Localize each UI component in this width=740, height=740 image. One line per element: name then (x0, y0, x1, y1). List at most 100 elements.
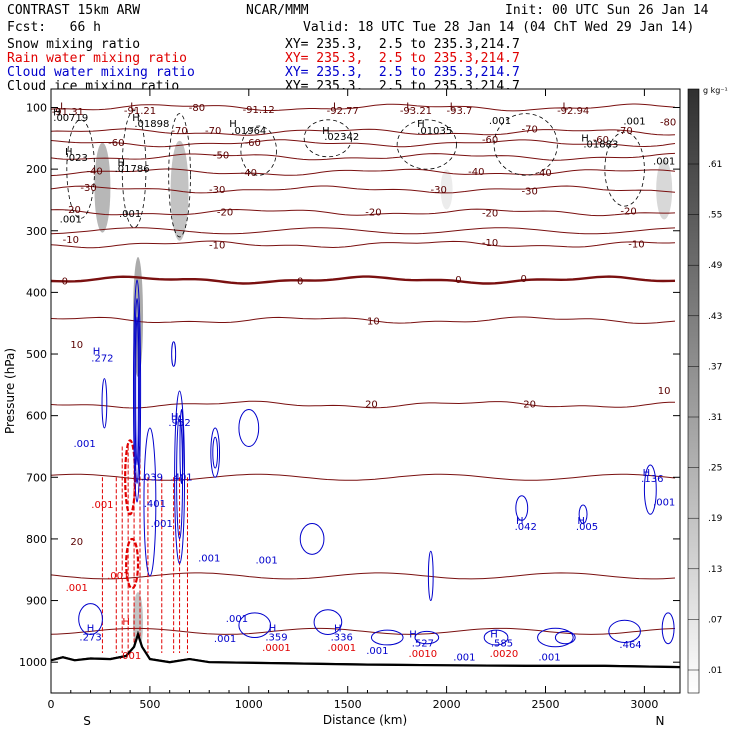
minimum-label: L (130, 101, 136, 112)
cloud-water-label: .272 (91, 353, 113, 364)
snow-label: .01786 (115, 164, 150, 175)
temperature-label: 10 (367, 316, 380, 327)
temperature-contour (51, 128, 676, 136)
temperature-label: -20 (65, 205, 81, 216)
x-tick-label: 500 (139, 698, 160, 711)
cloud-water-label: H (269, 623, 277, 634)
minimum-label: -93.21 (400, 106, 432, 117)
snow-shading (133, 592, 144, 653)
cloud-water-label: .273 (79, 633, 101, 644)
temperature-contour (51, 316, 676, 324)
temperature-label: 0 (521, 274, 527, 285)
temperature-label: -60 (593, 135, 609, 146)
cloud-water-label: H (643, 468, 651, 479)
cloud-water-label: .136 (641, 474, 663, 485)
x-axis-label: Distance (km) (323, 713, 407, 727)
temperature-contour (51, 152, 676, 161)
temperature-contour (51, 103, 676, 112)
colorbar-level-label: .19 (708, 514, 723, 524)
cloud-water-label: .401 (170, 472, 192, 483)
colorbar-unit: g kg⁻¹ (703, 86, 728, 95)
cloud-water-contour (537, 627, 574, 648)
cloud-water-label: .359 (265, 633, 287, 644)
colorbar-level-label: .07 (708, 615, 722, 625)
x-tick-label: 2500 (531, 698, 559, 711)
cloud-water-label: .527 (412, 639, 434, 650)
forecast-hour: Fcst: 66 h (7, 20, 101, 35)
snow-label: .001 (489, 116, 511, 127)
valid-time: Valid: 18 UTC Tue 28 Jan 14 (04 ChT Wed … (303, 20, 695, 35)
cloud-water-label: .001 (366, 646, 388, 657)
y-tick-label: 500 (26, 348, 47, 361)
rain-label: .0020 (490, 649, 519, 660)
colorbar-level-label: .49 (708, 261, 723, 271)
cloud-water-label: .039 (141, 472, 163, 483)
cloud-water-label: H (87, 623, 95, 634)
cloud-water-contour (174, 390, 186, 565)
cloud-water-contour (238, 612, 272, 639)
minimum-label: -91.21 (124, 106, 156, 117)
snow-contour (66, 119, 95, 219)
plot-frame (50, 88, 681, 694)
minimum-label: L (450, 101, 456, 112)
temperature-contour (51, 168, 676, 177)
terrain-outline (51, 630, 680, 669)
temperature-label: 0 (62, 276, 68, 287)
y-tick-label: 600 (26, 410, 47, 423)
field-snow-name: Snow mixing ratio (7, 37, 141, 52)
field-rain-xy: XY= 235.3, 2.5 to 235.3,214.7 (285, 51, 520, 66)
snow-label: .001 (60, 215, 82, 226)
rain-core (125, 537, 140, 590)
cloud-water-contour (313, 609, 343, 635)
temperature-label: 20 (70, 537, 83, 548)
snow-contour (240, 125, 277, 176)
minimum-label: -93.7 (447, 106, 473, 117)
cloud-water-label: H (516, 516, 524, 527)
snow-label: .001 (119, 209, 141, 220)
temperature-label: -40 (86, 167, 102, 178)
rain-label: .0001 (262, 643, 291, 654)
colorbar-level-label: .31 (708, 413, 722, 423)
snow-shading (440, 169, 453, 210)
cloud-water-label: .042 (515, 522, 537, 533)
colorbar-ramp (687, 88, 700, 694)
snow-label: .01964 (231, 126, 266, 137)
snow-label: .01883 (583, 139, 618, 150)
minimum-label: -91.12 (243, 105, 275, 116)
cloud-water-label: H (334, 623, 342, 634)
temperature-label: -10 (63, 235, 79, 246)
cloud-water-label: .001 (538, 652, 560, 663)
init-time: Init: 00 UTC Sun 26 Jan 14 (505, 3, 709, 18)
cloud-water-label: .001 (73, 439, 95, 450)
cloud-water-contour (299, 523, 325, 555)
cloud-water-label: .001 (226, 614, 248, 625)
temperature-label: -20 (620, 207, 636, 218)
cloud-water-label: .001 (151, 519, 173, 530)
cloud-water-contour (515, 495, 529, 521)
x-end-label-north: N (656, 714, 665, 728)
cloud-water-label: .001 (653, 498, 675, 509)
temperature-label: 0 (297, 276, 303, 287)
colorbar-level-label: .55 (708, 211, 722, 221)
minimum-label: L (333, 101, 339, 112)
x-tick-label: 0 (48, 698, 55, 711)
cloud-water-contour (414, 630, 440, 645)
org-label: NCAR/MMM (246, 3, 309, 18)
y-tick-label: 900 (26, 595, 47, 608)
temperature-contour (51, 139, 676, 148)
minimum-label: -92.94 (557, 106, 589, 117)
field-snow-xy: XY= 235.3, 2.5 to 235.3,214.7 (285, 37, 520, 52)
snow-label: H (117, 158, 125, 169)
temperature-contour (51, 275, 676, 285)
temperature-label: -80 (189, 103, 205, 114)
cloud-water-label: .401 (144, 499, 166, 510)
rain-label: .001 (119, 651, 141, 662)
cloud-water-label: .001 (255, 555, 277, 566)
cloud-water-contour (370, 629, 404, 646)
snow-label: .01898 (134, 119, 169, 130)
temperature-contour (51, 208, 676, 217)
temperature-label: -30 (431, 185, 447, 196)
cloud-water-label: .005 (576, 522, 598, 533)
minimum-label: L (406, 101, 412, 112)
